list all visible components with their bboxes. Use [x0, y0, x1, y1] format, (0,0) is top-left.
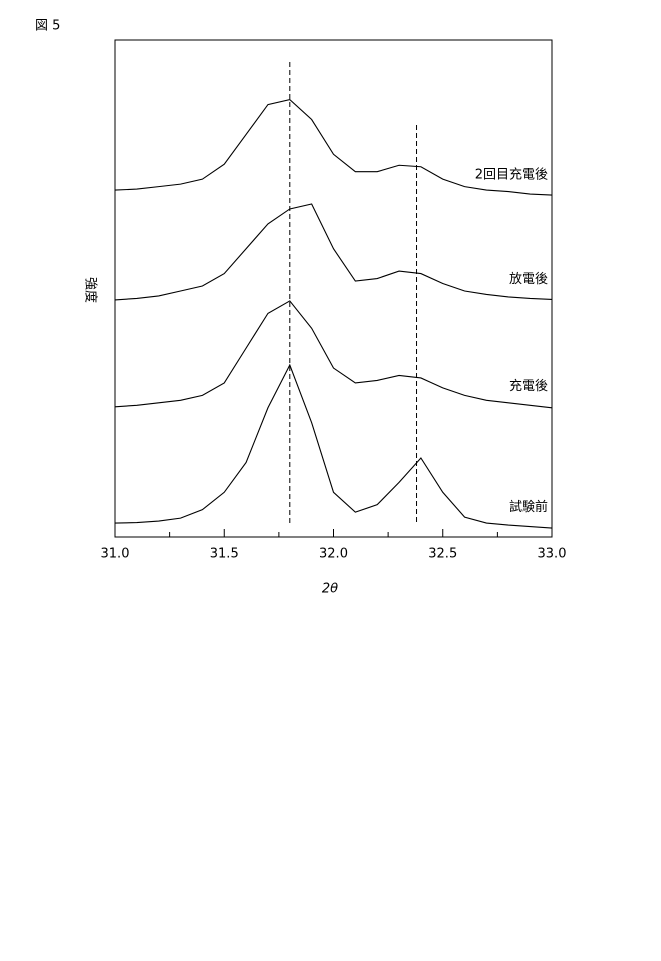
series-label: 放電後 — [509, 272, 548, 287]
series-line — [115, 204, 552, 300]
series-line — [115, 365, 552, 528]
x-tick-label: 32.5 — [428, 547, 457, 562]
plot-frame — [115, 40, 552, 537]
x-tick-label: 31.0 — [101, 547, 130, 562]
series-label: 充電後 — [509, 378, 548, 394]
series-label: 2回目充電後 — [475, 167, 548, 183]
x-tick-label: 32.0 — [319, 547, 348, 562]
series-line — [115, 301, 552, 408]
series-label: 試験前 — [509, 499, 548, 515]
y-axis-label: 強度 — [83, 277, 99, 303]
x-axis-label: 2θ — [322, 582, 338, 597]
x-tick-label: 33.0 — [538, 547, 567, 562]
figure-label: 図 5 — [35, 19, 60, 34]
x-tick-label: 31.5 — [210, 547, 239, 562]
